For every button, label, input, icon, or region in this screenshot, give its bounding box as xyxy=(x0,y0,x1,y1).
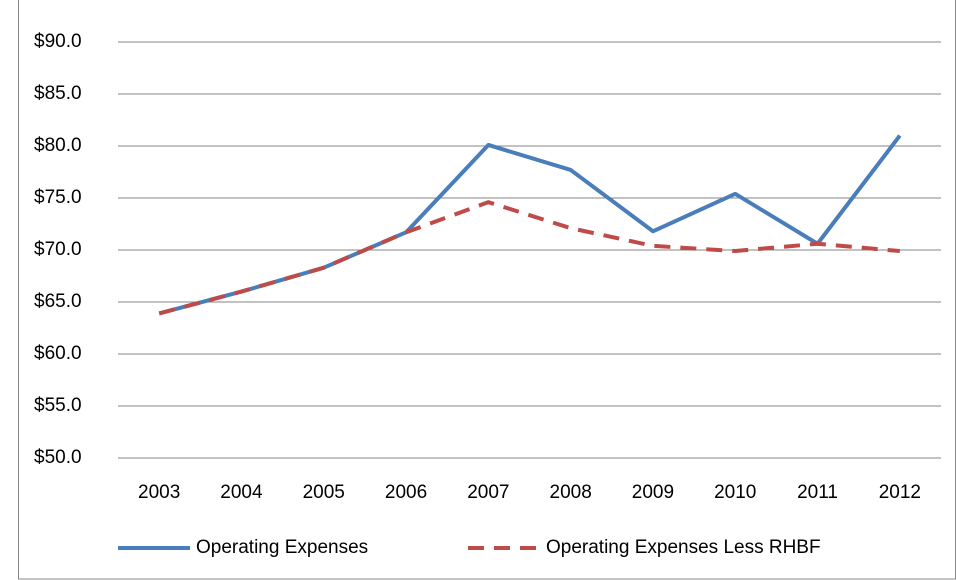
x-tick-label: 2003 xyxy=(138,482,180,503)
x-tick-label: 2006 xyxy=(385,482,427,503)
y-tick-label: $50.0 xyxy=(34,447,82,468)
legend-label: Operating Expenses xyxy=(196,537,368,558)
x-tick-label: 2005 xyxy=(303,482,345,503)
x-tick-label: 2011 xyxy=(797,482,838,503)
y-tick-label: $65.0 xyxy=(34,291,82,312)
y-tick-label: $55.0 xyxy=(34,395,82,416)
chart-frame xyxy=(18,0,956,580)
x-tick-label: 2004 xyxy=(220,482,263,503)
y-tick-label: $90.0 xyxy=(34,31,82,52)
y-tick-label: $70.0 xyxy=(34,239,82,260)
series-line xyxy=(158,134,902,316)
y-tick-label: $60.0 xyxy=(34,343,82,364)
series-line xyxy=(158,200,901,316)
legend-label: Operating Expenses Less RHBF xyxy=(546,537,821,558)
x-tick-label: 2008 xyxy=(550,482,592,503)
x-tick-label: 2009 xyxy=(632,482,674,503)
y-tick-label: $85.0 xyxy=(34,83,82,104)
y-tick-label: $80.0 xyxy=(34,135,82,156)
y-tick-label: $75.0 xyxy=(34,187,82,208)
x-tick-label: 2010 xyxy=(714,482,756,503)
x-tick-label: 2007 xyxy=(467,482,509,503)
x-tick-label: 2012 xyxy=(879,482,921,503)
